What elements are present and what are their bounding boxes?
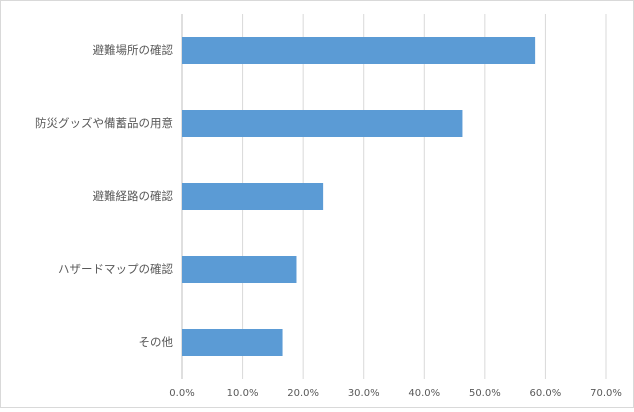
category-label: 避難場所の確認: [93, 43, 174, 57]
category-label: 防災グッズや備蓄品の用意: [35, 116, 173, 130]
bar: [182, 183, 324, 210]
x-tick-label: 50.0%: [469, 388, 501, 399]
bar: [182, 110, 463, 137]
x-tick-label: 20.0%: [287, 388, 319, 399]
x-tick-label: 70.0%: [590, 388, 622, 399]
category-label: ハザードマップの確認: [58, 262, 173, 276]
x-tick-labels: 0.0% 10.0% 20.0% 30.0% 40.0% 50.0% 60.0% 70.0%: [169, 388, 622, 399]
x-tick-label: 0.0%: [169, 388, 194, 399]
bar: [182, 256, 297, 283]
category-label: その他: [139, 335, 174, 349]
x-tick-label: 10.0%: [227, 388, 259, 399]
x-tick-label: 30.0%: [348, 388, 380, 399]
bars: [182, 37, 536, 356]
bar: [182, 37, 536, 64]
bar: [182, 329, 283, 356]
x-tick-label: 40.0%: [408, 388, 440, 399]
x-tick-label: 60.0%: [530, 388, 562, 399]
category-label: 避難経路の確認: [93, 189, 174, 203]
